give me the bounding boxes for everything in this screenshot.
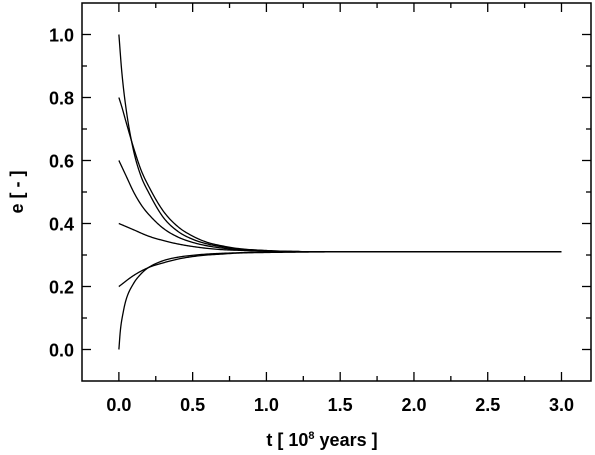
x-tick-label: 1.5	[328, 395, 353, 415]
plot-frame	[81, 2, 592, 382]
x-tick-label: 1.0	[254, 395, 279, 415]
series-line	[118, 222, 562, 253]
y-tick-label: 0.0	[49, 341, 74, 361]
y-axis-label: e [ - ]	[7, 171, 27, 214]
x-tick-labels: 0.0 0.5 1.0 1.5 2.0 2.5 3.0	[106, 395, 574, 415]
x-tick-label: 2.0	[401, 395, 426, 415]
y-tick-labels: 0.0 0.2 0.4 0.6 0.8 1.0	[49, 26, 74, 361]
series-line	[118, 160, 562, 253]
y-tick-label: 0.2	[49, 278, 74, 298]
series-line	[118, 251, 562, 288]
x-axis-label-main: t [ 10	[266, 430, 308, 450]
x-tick-label: 2.5	[475, 395, 500, 415]
y-tick-label: 0.6	[49, 152, 74, 172]
y-tick-label: 0.4	[49, 215, 74, 235]
series-line	[118, 251, 562, 350]
x-axis-label: t [ 108 years ]	[266, 430, 377, 450]
y-tick-label: 0.8	[49, 89, 74, 109]
x-ticks	[118, 3, 563, 381]
x-axis-label-exponent: 8	[308, 430, 314, 442]
x-tick-label: 3.0	[549, 395, 574, 415]
x-axis-label-unit: years ]	[315, 430, 378, 450]
y-tick-label: 1.0	[49, 26, 74, 46]
x-tick-label: 0.0	[106, 395, 131, 415]
y-ticks	[82, 33, 591, 351]
series-line	[118, 97, 562, 253]
curves	[118, 34, 562, 350]
series-line	[118, 34, 562, 253]
x-tick-label: 0.5	[180, 395, 205, 415]
